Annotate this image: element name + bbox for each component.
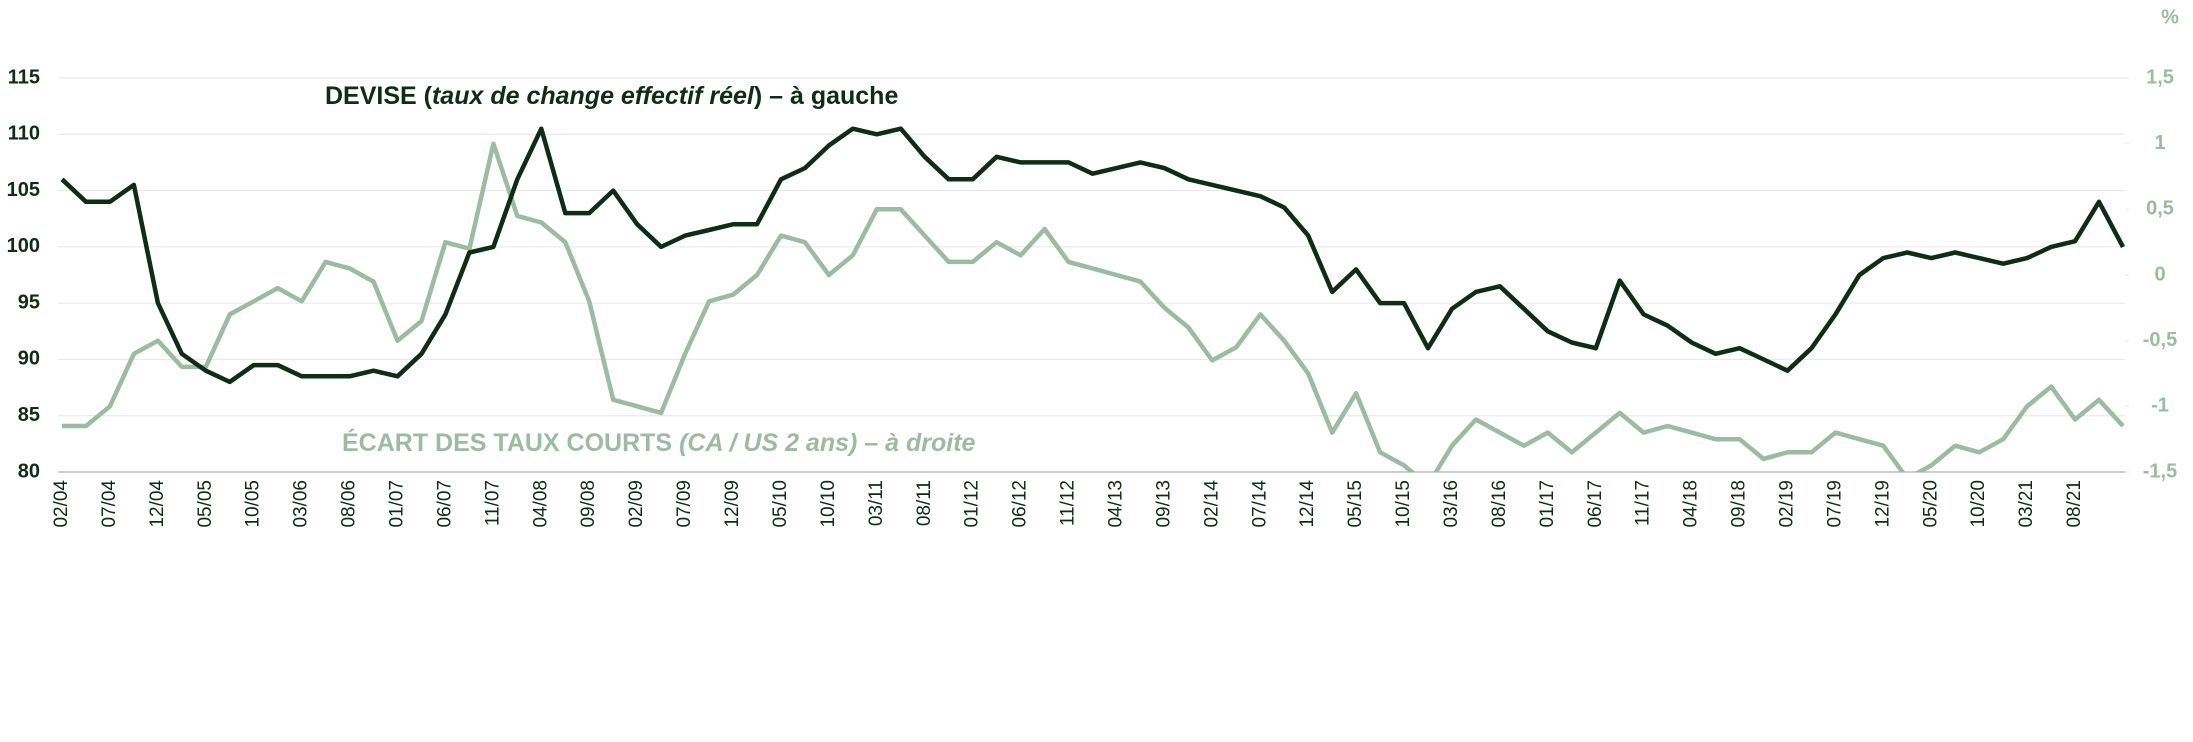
- x-tick-label: 04/13: [1105, 480, 1126, 528]
- x-tick-label: 01/07: [387, 480, 408, 528]
- y-tick-label: 105: [7, 179, 40, 201]
- y-tick-label: 110: [8, 123, 40, 145]
- annotation: DEVISE (taux de change effectif réel) – …: [325, 82, 898, 110]
- annotation-part: ) – à gauche: [754, 82, 899, 110]
- annotation-part: ÉCART DES TAUX COURTS: [342, 428, 679, 457]
- y-tick-label: 85: [18, 404, 40, 426]
- y2-tick-label: -1,5: [2143, 460, 2177, 482]
- x-tick-label: 10/20: [1968, 480, 1989, 528]
- x-tick-label: 10/15: [1393, 480, 1414, 528]
- x-tick-label: 02/04: [51, 480, 72, 528]
- line-series: [60, 126, 2125, 385]
- x-tick-label: 08/06: [339, 480, 360, 528]
- y-tick-label: 80: [18, 460, 40, 482]
- annotation-part: (CA / US 2 ans) – à droite: [679, 429, 975, 457]
- x-tick-label: 06/17: [1585, 480, 1606, 528]
- x-tick-label: 01/17: [1537, 480, 1558, 528]
- y2-tick-label: 1,5: [2146, 66, 2174, 88]
- x-tick-label: 08/11: [914, 480, 935, 526]
- x-tick-label: 05/05: [195, 480, 216, 528]
- y-tick-label: 90: [18, 348, 40, 370]
- x-tick-label: 12/04: [147, 480, 168, 528]
- x-tick-label: 05/10: [770, 480, 791, 528]
- annotation-part: taux de change effectif réel: [432, 82, 755, 110]
- annotation: ÉCART DES TAUX COURTS (CA / US 2 ans) – …: [342, 428, 976, 457]
- x-tick-label: 10/10: [818, 480, 839, 528]
- x-tick-label: 03/21: [2016, 480, 2037, 528]
- y2-tick-label: 0: [2154, 263, 2165, 285]
- x-tick-label: 08/16: [1489, 480, 1510, 528]
- y2-tick-label: -1: [2151, 395, 2169, 417]
- x-tick-label: 04/08: [530, 480, 551, 528]
- y-tick-label: 115: [8, 66, 40, 88]
- x-tick-label: 03/16: [1441, 480, 1462, 528]
- x-tick-label: 09/08: [578, 480, 599, 528]
- x-tick-label: 11/07: [482, 480, 503, 526]
- y-tick-label: 100: [7, 235, 40, 257]
- y-tick-label: 95: [18, 291, 40, 313]
- x-tick-label: 07/04: [99, 480, 120, 528]
- x-tick-label: 07/19: [1824, 480, 1845, 528]
- x-tick-label: 09/13: [1153, 480, 1174, 528]
- x-tick-label: 07/09: [674, 480, 695, 528]
- x-tick-label: 06/07: [434, 480, 455, 528]
- x-tick-label: 02/09: [626, 480, 647, 528]
- x-tick-label: 12/19: [1872, 480, 1893, 528]
- x-tick-label: 07/14: [1249, 480, 1270, 528]
- x-tick-label: 02/19: [1777, 480, 1798, 528]
- x-tick-label: 03/11: [866, 480, 887, 526]
- y2-tick-label: 1: [2154, 132, 2165, 154]
- plot-area: [60, 126, 2125, 472]
- x-tick-label: 04/18: [1681, 480, 1702, 528]
- x-tick-label: 09/18: [1729, 480, 1750, 528]
- x-tick-label: 11/12: [1058, 480, 1079, 526]
- y2-tick-label: -0,5: [2143, 329, 2177, 351]
- x-tick-label: 03/06: [291, 480, 312, 528]
- x-tick-label: 12/14: [1297, 480, 1318, 528]
- y2-tick-label: 0,5: [2146, 198, 2174, 220]
- x-tick-label: 02/14: [1201, 480, 1222, 528]
- x-tick-label: 05/15: [1345, 480, 1366, 528]
- line-series: [62, 141, 2125, 472]
- x-tick-label: 11/17: [1633, 480, 1654, 526]
- annotation-part: DEVISE (: [325, 82, 433, 110]
- x-tick-label: 12/09: [722, 480, 743, 528]
- x-tick-label: 05/20: [1920, 480, 1941, 528]
- x-tick-label: 06/12: [1010, 480, 1031, 528]
- x-tick-label: 01/12: [962, 480, 983, 528]
- x-tick-label: 10/05: [243, 480, 264, 528]
- y2-axis-label: %: [2161, 6, 2179, 28]
- x-tick-label: 08/21: [2064, 480, 2085, 528]
